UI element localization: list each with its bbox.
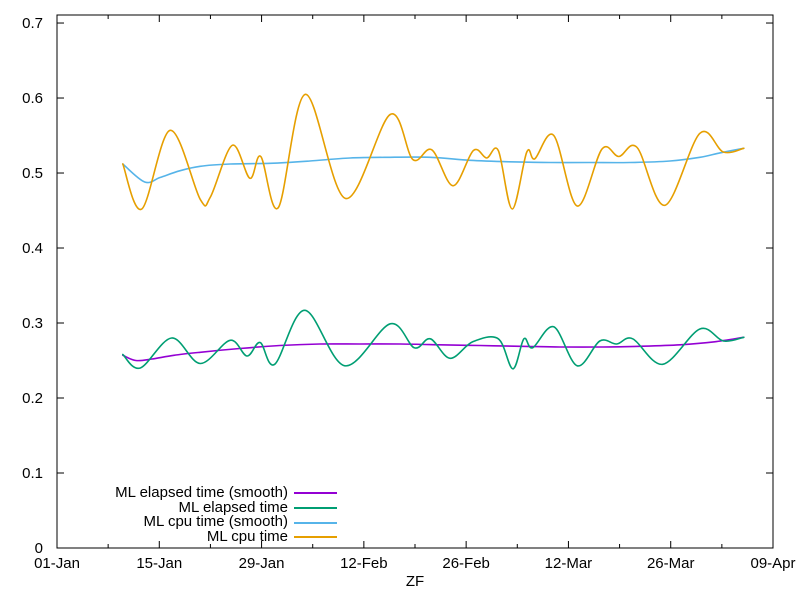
- series-line-ml-cpu-time: [122, 93, 745, 210]
- legend-item: ML cpu time: [57, 528, 337, 546]
- y-tick-label: 0.1: [22, 465, 43, 482]
- series-line-ml-elapsed-time: [122, 309, 745, 370]
- legend: ML elapsed time (smooth) ML elapsed time…: [57, 484, 337, 546]
- x-tick-label: 12-Feb: [340, 555, 388, 572]
- x-tick-label: 26-Feb: [442, 555, 490, 572]
- x-tick-label: 29-Jan: [239, 555, 285, 572]
- x-tick-label: 09-Apr: [750, 555, 795, 572]
- legend-label: ML elapsed time (smooth): [115, 484, 288, 501]
- y-tick-label: 0.7: [22, 15, 43, 32]
- legend-item: ML elapsed time (smooth): [57, 484, 337, 501]
- y-tick-label: 0: [35, 540, 43, 557]
- x-tick-label: 01-Jan: [34, 555, 80, 572]
- legend-line-sample: [294, 521, 337, 524]
- legend-line-sample: [294, 536, 337, 539]
- y-tick-label: 0.6: [22, 90, 43, 107]
- x-tick-label: 26-Mar: [647, 555, 695, 572]
- legend-item: ML elapsed time: [57, 498, 337, 516]
- x-axis-title: ZF: [405, 573, 425, 590]
- legend-label: ML cpu time (smooth): [143, 513, 289, 531]
- legend-label: ML elapsed time: [178, 498, 289, 516]
- y-tick-label: 0.3: [22, 315, 43, 332]
- x-tick-label: 15-Jan: [136, 555, 182, 572]
- legend-line-sample: [294, 507, 337, 510]
- legend-line-sample: [294, 492, 337, 495]
- x-tick-label: 12-Mar: [545, 555, 593, 572]
- legend-item: ML cpu time (smooth): [57, 515, 337, 530]
- y-tick-label: 0.4: [22, 240, 43, 257]
- plot-border: [56, 14, 774, 549]
- series-line-ml-cpu-time-smooth: [122, 147, 745, 184]
- y-tick-label: 0.2: [22, 390, 43, 407]
- y-tick-label: 0.5: [22, 165, 43, 182]
- legend-label: ML cpu time: [206, 528, 288, 546]
